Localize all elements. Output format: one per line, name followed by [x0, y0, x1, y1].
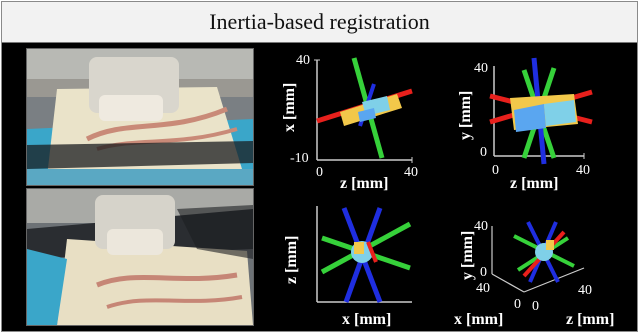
figure-title: Inertia-based registration: [209, 9, 430, 34]
y-axis-label: y [mm]: [457, 90, 474, 140]
tick-z-min: 0: [492, 163, 499, 178]
y-axis-label: z [mm]: [283, 235, 300, 284]
x-axis-line: [366, 241, 378, 263]
tick-depth-min: 0: [514, 297, 521, 312]
x-axis-label: x [mm]: [342, 311, 392, 328]
tick-x-max: 40: [296, 53, 310, 68]
plot-z-vs-x: [316, 206, 412, 303]
y-axis-label: y [mm]: [459, 230, 476, 280]
title-bar: Inertia-based registration: [2, 2, 637, 43]
y-axis-label: x [mm]: [281, 82, 298, 132]
tick-depth-max: 40: [476, 281, 490, 296]
depth-axis-label: x [mm]: [454, 311, 504, 328]
x-axis-label: z [mm]: [510, 175, 559, 192]
tick-z-max: 40: [576, 163, 590, 178]
plot-3d: [491, 221, 585, 293]
plot-x-vs-z: [314, 57, 413, 163]
tick-y-min: 0: [480, 265, 487, 280]
phantom-photo-bottom: [26, 188, 254, 326]
tick-x-min: -10: [290, 151, 309, 166]
phantom-photo-top: [26, 48, 254, 186]
tick-z-max: 40: [578, 283, 592, 298]
x-axis-label: z [mm]: [566, 311, 615, 328]
tick-z-min: 0: [532, 299, 539, 314]
tick-z-max: 40: [404, 165, 418, 180]
x-axis-label: z [mm]: [340, 175, 389, 192]
tick-y-max: 40: [474, 61, 488, 76]
registration-plots: 40 -10 x [mm] 0 40 z [mm] 40 0 y [mm] 0 …: [262, 46, 634, 330]
tick-z-min: 0: [316, 165, 323, 180]
plot-y-vs-z: [489, 57, 593, 165]
tick-y-min: 0: [480, 145, 487, 160]
tick-y-max: 40: [474, 219, 488, 234]
